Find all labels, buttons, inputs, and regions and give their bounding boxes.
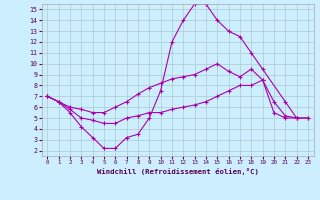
X-axis label: Windchill (Refroidissement éolien,°C): Windchill (Refroidissement éolien,°C) <box>97 168 259 175</box>
